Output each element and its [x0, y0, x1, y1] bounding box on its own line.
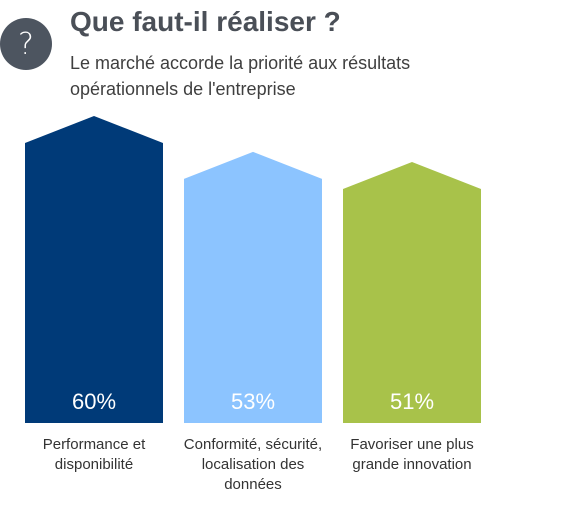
value-label-performance: 60% [72, 389, 116, 414]
category-label-conformite: Conformité, sécurité, localisation des d… [183, 436, 323, 493]
category-label-innovation: Favoriser une plus grande innovation [350, 436, 474, 473]
page-subtitle: Le marché accorde la priorité aux résult… [70, 53, 411, 99]
bar-performance [25, 116, 163, 423]
page-title: Que faut-il réaliser ? [70, 6, 341, 37]
question-mark-icon: ? [0, 18, 52, 70]
category-label-performance: Performance et disponibilité [42, 436, 146, 473]
bar-conformite [184, 151, 322, 424]
bar-innovation [343, 162, 481, 424]
value-label-conformite: 53% [231, 389, 275, 414]
value-label-innovation: 51% [390, 389, 434, 414]
